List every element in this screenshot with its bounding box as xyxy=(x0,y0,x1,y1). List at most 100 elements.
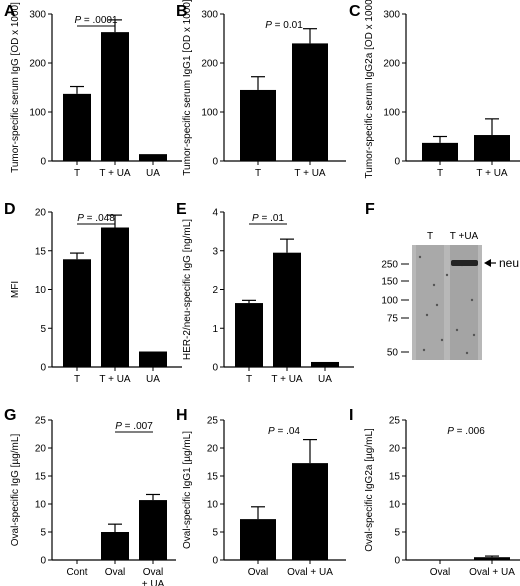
blot-lane xyxy=(416,245,444,360)
blot-speck xyxy=(465,351,469,355)
bar xyxy=(139,351,167,367)
category-label: T + UA xyxy=(476,168,508,179)
y-tick-label: 300 xyxy=(29,10,46,21)
category-label: Oval xyxy=(105,567,126,578)
y-axis-label: Tumor-specific serum IgG1 [OD x 1000] xyxy=(182,0,193,176)
category-label: T + UA xyxy=(271,374,303,385)
p-value-label: P = 0.01 xyxy=(265,20,303,31)
y-tick-label: 20 xyxy=(35,444,47,455)
y-tick-label: 5 xyxy=(40,528,46,539)
y-tick-label: 20 xyxy=(207,444,219,455)
category-label: Oval + UA xyxy=(142,567,165,586)
y-tick-label: 20 xyxy=(35,208,47,219)
p-value-label: P = .007 xyxy=(115,421,153,432)
y-axis-label: HER-2/neu-specific IgG [ng/mL] xyxy=(182,219,193,360)
panel-a: A 0 100 200 300 Tumor-specific serum IgG [OD … xyxy=(4,2,182,179)
panel-c: C 0 100 200 300 Tumor-specific serum IgG2a [O… xyxy=(349,0,520,179)
y-axis-label: Oval-specific IgG2a [µg/mL] xyxy=(364,428,375,552)
category-label: T xyxy=(255,168,261,179)
p-value-label: P = .01 xyxy=(252,213,284,224)
y-tick-label: 20 xyxy=(389,444,401,455)
bar xyxy=(474,557,510,560)
y-tick-label: 300 xyxy=(383,10,400,21)
y-tick-label: 5 xyxy=(394,528,400,539)
category-label: T + UA xyxy=(99,374,131,385)
y-tick-label: 0 xyxy=(40,157,46,168)
y-tick-label: 0 xyxy=(394,556,400,567)
category-label: UA xyxy=(318,374,332,385)
category-label: T + UA xyxy=(99,168,131,179)
y-tick-label: 200 xyxy=(383,59,400,70)
bar xyxy=(63,93,91,161)
p-value-label: P = .048 xyxy=(77,213,115,224)
y-tick-label: 10 xyxy=(35,500,47,511)
p-value-label: P = .0001 xyxy=(74,15,118,26)
y-tick-label: 10 xyxy=(35,285,47,296)
category-label: T + UA xyxy=(294,168,326,179)
bar xyxy=(292,463,328,560)
mw-marker-label: 250 xyxy=(381,260,398,271)
category-label: T xyxy=(74,374,80,385)
y-tick-label: 3 xyxy=(212,246,218,257)
bar xyxy=(292,43,328,161)
blot-speck xyxy=(455,328,459,332)
category-label: Oval xyxy=(430,567,451,578)
y-tick-label: 15 xyxy=(35,246,47,257)
y-tick-label: 100 xyxy=(383,108,400,119)
y-axis-label: Tumor-specific serum IgG [OD x 1000] xyxy=(10,2,21,173)
blot-speck xyxy=(470,298,474,302)
blot-speck xyxy=(422,348,426,352)
panel-f: F T T +UA 250 150 100 75 50 neu xyxy=(365,201,519,360)
category-label: Oval + UA xyxy=(469,567,515,578)
category-label: UA xyxy=(146,374,160,385)
y-axis-label: Tumor-specific serum IgG2a [OD x 1000] xyxy=(364,0,375,178)
bar xyxy=(240,89,276,161)
y-tick-label: 25 xyxy=(389,416,401,427)
y-tick-label: 10 xyxy=(389,500,401,511)
p-value-label: P = .006 xyxy=(447,426,485,437)
bar xyxy=(101,32,129,161)
panel-letter: A xyxy=(4,3,16,20)
band-label: neu xyxy=(499,256,519,270)
bar xyxy=(240,519,276,560)
y-tick-label: 15 xyxy=(207,472,219,483)
blot-speck xyxy=(445,273,449,277)
panel-g: G 0 5 10 15 20 25 Oval-specific IgG [µg/mL] Cont… xyxy=(4,407,176,586)
y-tick-label: 0 xyxy=(212,157,218,168)
bar xyxy=(139,500,167,560)
y-tick-label: 25 xyxy=(207,416,219,427)
blot-speck xyxy=(425,313,429,317)
y-tick-label: 0 xyxy=(40,556,46,567)
panel-e: E 0 1 2 3 4 HER-2/neu-specific IgG [ng/mL] T T +… xyxy=(176,201,354,385)
category-label: Oval xyxy=(248,567,269,578)
bar xyxy=(63,259,91,367)
blot-speck xyxy=(435,303,439,307)
band-arrow xyxy=(484,259,491,267)
blot-speck xyxy=(418,255,422,259)
lane-label: T +UA xyxy=(450,231,479,242)
y-tick-label: 100 xyxy=(29,108,46,119)
y-axis-label: Oval-specific IgG [µg/mL] xyxy=(10,434,21,547)
y-axis-label: MFI xyxy=(10,281,21,298)
blot-speck xyxy=(432,283,436,287)
y-tick-label: 200 xyxy=(29,59,46,70)
bar xyxy=(273,252,301,367)
bar xyxy=(101,227,129,367)
bar xyxy=(139,154,167,161)
panel-letter: E xyxy=(176,201,187,218)
panel-h: H 0 5 10 15 20 25 Oval-specific IgG1 [µg/mL] Ova… xyxy=(176,407,346,578)
category-label: UA xyxy=(146,168,160,179)
y-tick-label: 5 xyxy=(40,324,46,335)
y-tick-label: 15 xyxy=(35,472,47,483)
bar xyxy=(311,361,339,367)
blot-band xyxy=(451,260,478,266)
panel-letter: F xyxy=(365,201,375,218)
category-label: Cont xyxy=(66,567,87,578)
bar xyxy=(235,303,263,367)
y-tick-label: 0 xyxy=(394,157,400,168)
y-tick-label: 0 xyxy=(212,556,218,567)
panel-letter: I xyxy=(349,407,353,424)
mw-marker-label: 75 xyxy=(387,314,399,325)
category-label: Oval + UA xyxy=(287,567,333,578)
